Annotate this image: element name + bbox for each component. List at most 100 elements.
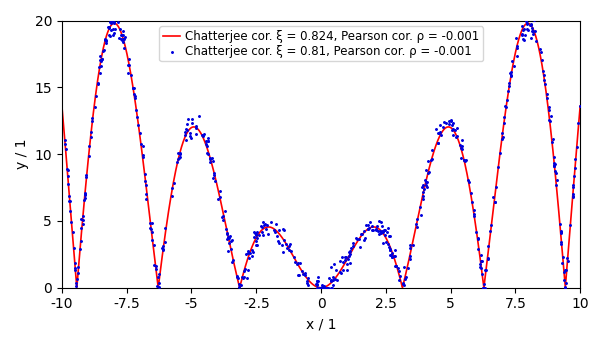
- Chatterjee cor. ξ = 0.81, Pearson cor. ρ = -0.001: [385, 234, 394, 239]
- Chatterjee cor. ξ = 0.81, Pearson cor. ρ = -0.001: [238, 275, 248, 281]
- Chatterjee cor. ξ = 0.81, Pearson cor. ρ = -0.001: [565, 222, 574, 228]
- Chatterjee cor. ξ = 0.81, Pearson cor. ρ = -0.001: [359, 228, 369, 234]
- Chatterjee cor. ξ = 0.81, Pearson cor. ρ = -0.001: [451, 135, 461, 140]
- Chatterjee cor. ξ = 0.81, Pearson cor. ρ = -0.001: [313, 285, 323, 291]
- Chatterjee cor. ξ = 0.81, Pearson cor. ρ = -0.001: [300, 271, 310, 276]
- Chatterjee cor. ξ = 0.81, Pearson cor. ρ = -0.001: [94, 80, 103, 86]
- Chatterjee cor. ξ = 0.81, Pearson cor. ρ = -0.001: [252, 242, 262, 247]
- Chatterjee cor. ξ = 0.81, Pearson cor. ρ = -0.001: [509, 63, 518, 69]
- Chatterjee cor. ξ = 0.81, Pearson cor. ρ = -0.001: [158, 246, 168, 251]
- Chatterjee cor. ξ = 0.81, Pearson cor. ρ = -0.001: [446, 117, 456, 122]
- Chatterjee cor. ξ = 0.81, Pearson cor. ρ = -0.001: [506, 73, 516, 79]
- Chatterjee cor. ξ = 0.81, Pearson cor. ρ = -0.001: [152, 266, 161, 272]
- Chatterjee cor. ξ = 0.81, Pearson cor. ρ = -0.001: [69, 260, 79, 265]
- Chatterjee cor. ξ = 0.81, Pearson cor. ρ = -0.001: [379, 240, 388, 245]
- Chatterjee cor. ξ = 0.81, Pearson cor. ρ = -0.001: [446, 118, 456, 124]
- Chatterjee cor. ξ = 0.81, Pearson cor. ρ = -0.001: [544, 107, 554, 113]
- Chatterjee cor. ξ = 0.81, Pearson cor. ρ = -0.001: [503, 88, 513, 94]
- Chatterjee cor. ξ = 0.81, Pearson cor. ρ = -0.001: [203, 138, 213, 144]
- Chatterjee cor. ξ = 0.81, Pearson cor. ρ = -0.001: [259, 233, 268, 238]
- Chatterjee cor. ξ = 0.81, Pearson cor. ρ = -0.001: [359, 237, 369, 243]
- Chatterjee cor. ξ = 0.81, Pearson cor. ρ = -0.001: [237, 274, 247, 280]
- Chatterjee cor. ξ = 0.81, Pearson cor. ρ = -0.001: [539, 77, 548, 82]
- Chatterjee cor. ξ = 0.81, Pearson cor. ρ = -0.001: [158, 243, 168, 249]
- Chatterjee cor. ξ = 0.81, Pearson cor. ρ = -0.001: [133, 122, 143, 128]
- Chatterjee cor. ξ = 0.81, Pearson cor. ρ = -0.001: [530, 28, 540, 34]
- Chatterjee cor. ξ = 0.81, Pearson cor. ρ = -0.001: [448, 127, 457, 133]
- Chatterjee cor. ξ = 0.81, Pearson cor. ρ = -0.001: [569, 173, 579, 179]
- Chatterjee cor. ξ = 0.81, Pearson cor. ρ = -0.001: [110, 19, 120, 25]
- Chatterjee cor. ξ = 0.81, Pearson cor. ρ = -0.001: [81, 172, 91, 178]
- Chatterjee cor. ξ = 0.81, Pearson cor. ρ = -0.001: [507, 58, 517, 64]
- Chatterjee cor. ξ = 0.81, Pearson cor. ρ = -0.001: [191, 131, 201, 137]
- Chatterjee cor. ξ = 0.81, Pearson cor. ρ = -0.001: [387, 254, 397, 260]
- Chatterjee cor. ξ = 0.81, Pearson cor. ρ = -0.001: [467, 199, 477, 204]
- Chatterjee cor. ξ = 0.81, Pearson cor. ρ = -0.001: [289, 255, 299, 260]
- Chatterjee cor. ξ = 0.81, Pearson cor. ρ = -0.001: [130, 93, 140, 98]
- Chatterjee cor. ξ = 0.81, Pearson cor. ρ = -0.001: [120, 35, 130, 40]
- Chatterjee cor. ξ = 0.81, Pearson cor. ρ = -0.001: [505, 71, 515, 76]
- Chatterjee cor. ξ = 0.81, Pearson cor. ρ = -0.001: [342, 267, 352, 273]
- Chatterjee cor. ξ = 0.81, Pearson cor. ρ = -0.001: [117, 38, 127, 43]
- Chatterjee cor. ξ = 0.81, Pearson cor. ρ = -0.001: [330, 276, 340, 281]
- Chatterjee cor. ξ = 0.81, Pearson cor. ρ = -0.001: [247, 253, 257, 258]
- Chatterjee cor. ξ = 0.81, Pearson cor. ρ = -0.001: [80, 192, 90, 198]
- Chatterjee cor. ξ = 0.81, Pearson cor. ρ = -0.001: [524, 16, 534, 21]
- Chatterjee cor. ξ = 0.81, Pearson cor. ρ = -0.001: [181, 137, 191, 143]
- Chatterjee cor. ξ = 0.81, Pearson cor. ρ = -0.001: [352, 235, 361, 241]
- Chatterjee cor. ξ = 0.81, Pearson cor. ρ = -0.001: [437, 133, 446, 138]
- Chatterjee cor. ξ = 0.81, Pearson cor. ρ = -0.001: [128, 85, 138, 91]
- Chatterjee cor. ξ = 0.81, Pearson cor. ρ = -0.001: [101, 37, 111, 42]
- Chatterjee cor. ξ = 0.81, Pearson cor. ρ = -0.001: [277, 242, 287, 248]
- Chatterjee cor. ξ = 0.81, Pearson cor. ρ = -0.001: [73, 264, 83, 270]
- Chatterjee cor. ξ = 0.81, Pearson cor. ρ = -0.001: [329, 262, 339, 267]
- Chatterjee cor. ξ = 0.81, Pearson cor. ρ = -0.001: [536, 49, 546, 54]
- Chatterjee cor. ξ = 0.81, Pearson cor. ρ = -0.001: [260, 221, 270, 227]
- Chatterjee cor. ξ = 0.81, Pearson cor. ρ = -0.001: [250, 230, 260, 236]
- Chatterjee cor. ξ = 0.81, Pearson cor. ρ = -0.001: [136, 142, 146, 147]
- Chatterjee cor. ξ = 0.81, Pearson cor. ρ = -0.001: [452, 126, 461, 131]
- Chatterjee cor. ξ = 0.81, Pearson cor. ρ = -0.001: [388, 250, 397, 256]
- Chatterjee cor. ξ = 0.81, Pearson cor. ρ = -0.001: [460, 157, 469, 163]
- Chatterjee cor. ξ = 0.81, Pearson cor. ρ = -0.001: [105, 19, 115, 25]
- Chatterjee cor. ξ = 0.81, Pearson cor. ρ = -0.001: [327, 285, 336, 290]
- Chatterjee cor. ξ = 0.81, Pearson cor. ρ = -0.001: [116, 36, 126, 42]
- Chatterjee cor. ξ = 0.81, Pearson cor. ρ = -0.001: [176, 151, 185, 156]
- Chatterjee cor. ξ = 0.81, Pearson cor. ρ = -0.001: [539, 72, 549, 78]
- Chatterjee cor. ξ = 0.81, Pearson cor. ρ = -0.001: [344, 249, 354, 255]
- Chatterjee cor. ξ = 0.81, Pearson cor. ρ = -0.001: [208, 175, 217, 181]
- Chatterjee cor. ξ = 0.81, Pearson cor. ρ = -0.001: [544, 117, 554, 123]
- Chatterjee cor. ξ = 0.81, Pearson cor. ρ = -0.001: [90, 104, 100, 110]
- Chatterjee cor. ξ = 0.81, Pearson cor. ρ = -0.001: [556, 228, 566, 234]
- Chatterjee cor. ξ = 0.81, Pearson cor. ρ = -0.001: [456, 145, 466, 151]
- Chatterjee cor. ξ = 0.81, Pearson cor. ρ = -0.001: [332, 267, 341, 273]
- Chatterjee cor. ξ = 0.81, Pearson cor. ρ = -0.001: [210, 178, 219, 183]
- Chatterjee cor. ξ = 0.81, Pearson cor. ρ = -0.001: [477, 272, 487, 277]
- Chatterjee cor. ξ = 0.81, Pearson cor. ρ = -0.001: [394, 265, 403, 271]
- Chatterjee cor. ξ = 0.81, Pearson cor. ρ = -0.001: [242, 251, 251, 257]
- Chatterjee cor. ξ = 0.81, Pearson cor. ρ = -0.001: [254, 233, 264, 238]
- Chatterjee cor. ξ = 0.81, Pearson cor. ρ = -0.001: [447, 122, 457, 127]
- Chatterjee cor. ξ = 0.81, Pearson cor. ρ = -0.001: [135, 131, 145, 136]
- Chatterjee cor. ξ = 0.81, Pearson cor. ρ = -0.001: [228, 258, 238, 263]
- Chatterjee cor. ξ = 0.81, Pearson cor. ρ = -0.001: [557, 260, 567, 266]
- Chatterjee cor. ξ = 0.81, Pearson cor. ρ = -0.001: [116, 33, 126, 38]
- Chatterjee cor. ξ = 0.81, Pearson cor. ρ = -0.001: [522, 21, 532, 26]
- Chatterjee cor. ξ = 0.81, Pearson cor. ρ = -0.001: [100, 36, 110, 42]
- Chatterjee cor. ξ = 0.81, Pearson cor. ρ = -0.001: [161, 225, 170, 231]
- Chatterjee cor. ξ = 0.81, Pearson cor. ρ = -0.001: [95, 58, 105, 63]
- Chatterjee cor. ξ = 0.81, Pearson cor. ρ = -0.001: [549, 154, 559, 160]
- Chatterjee cor. ξ = 0.81, Pearson cor. ρ = -0.001: [278, 226, 288, 231]
- Chatterjee cor. ξ = 0.81, Pearson cor. ρ = -0.001: [423, 158, 433, 164]
- Chatterjee cor. ξ = 0.81, Pearson cor. ρ = -0.001: [209, 170, 219, 176]
- Chatterjee cor. ξ = 0.81, Pearson cor. ρ = -0.001: [228, 260, 237, 265]
- Chatterjee cor. ξ = 0.81, Pearson cor. ρ = -0.001: [371, 227, 381, 233]
- Chatterjee cor. ξ = 0.81, Pearson cor. ρ = -0.001: [252, 229, 262, 235]
- Chatterjee cor. ξ = 0.81, Pearson cor. ρ = -0.001: [249, 229, 259, 235]
- Chatterjee cor. ξ = 0.81, Pearson cor. ρ = -0.001: [575, 103, 585, 109]
- Chatterjee cor. ξ = 0.81, Pearson cor. ρ = -0.001: [300, 273, 310, 278]
- Chatterjee cor. ξ = 0.81, Pearson cor. ρ = -0.001: [180, 133, 190, 138]
- Chatterjee cor. ξ = 0.81, Pearson cor. ρ = -0.001: [129, 85, 139, 91]
- Chatterjee cor. ξ = 0.81, Pearson cor. ρ = -0.001: [418, 194, 428, 199]
- Chatterjee cor. ξ = 0.81, Pearson cor. ρ = -0.001: [363, 227, 373, 232]
